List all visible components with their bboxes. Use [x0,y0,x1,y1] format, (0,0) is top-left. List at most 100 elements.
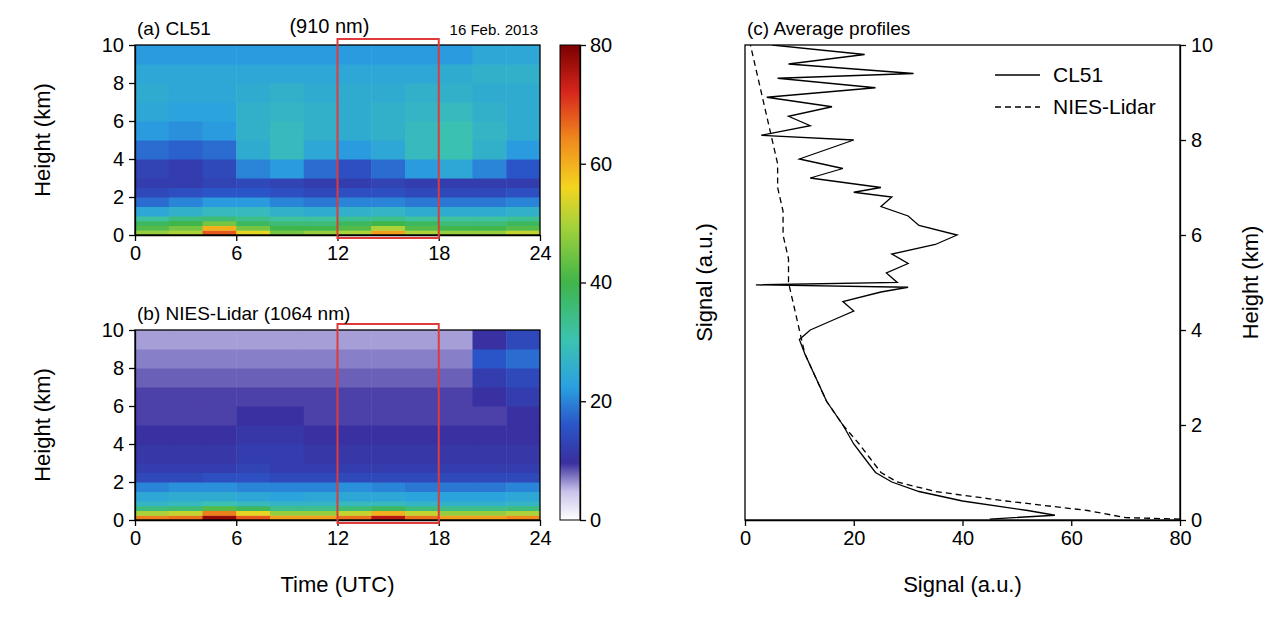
cell [371,64,405,84]
cell [203,387,237,407]
cell [304,64,338,84]
cell [473,188,507,198]
cell [338,368,372,388]
cell [506,387,540,407]
cell [371,473,405,483]
axis-title: Time (UTC) [280,572,394,597]
legend: CL51NIES-Lidar [995,63,1156,118]
cell [506,473,540,483]
tick-label: 2 [113,471,124,493]
cell [304,121,338,141]
cell [405,506,439,511]
cell [236,330,270,350]
cell [304,197,338,207]
cell [203,178,237,188]
cell [236,492,270,502]
cell [304,473,338,483]
cell [304,501,338,506]
cell [169,102,203,122]
cell [270,226,304,231]
cell [236,207,270,217]
tick: 2 [113,471,135,493]
cell [169,473,203,483]
cell [135,226,169,231]
tick-label: 24 [529,242,551,264]
axis: 06121824 [130,235,552,264]
cell [236,64,270,84]
axis-title: Signal (a.u.) [692,223,717,342]
cell [439,349,473,369]
cell [473,368,507,388]
cell [304,188,338,198]
cell [405,45,439,65]
cell [371,511,405,516]
cell [338,64,372,84]
axis: 020406080 [740,520,1192,549]
tick: 12 [327,235,349,264]
axis-line [135,331,136,521]
cell [473,492,507,502]
cell [439,102,473,122]
cell [304,506,338,511]
cell [169,511,203,516]
tick: 6 [1180,224,1202,246]
cell [506,64,540,84]
cell [506,226,540,231]
profile-line [756,45,1055,519]
cell [473,387,507,407]
cell [473,482,507,492]
axis-title: Height (km) [30,83,55,197]
cell [203,226,237,231]
cell [338,444,372,464]
cell [203,368,237,388]
tick-mark [540,520,541,526]
cell [135,159,169,179]
cell [135,221,169,226]
cell [203,64,237,84]
cell [371,102,405,122]
cell [135,178,169,188]
cell [236,102,270,122]
cell [473,506,507,511]
tick: 60 [1061,520,1083,549]
cell [473,230,507,235]
cell [169,226,203,231]
cell [169,121,203,141]
cell [506,463,540,473]
cell [169,368,203,388]
cell [439,159,473,179]
tick-label: 4 [113,148,124,170]
cell [236,226,270,231]
cell [473,463,507,473]
cell [236,506,270,511]
cell [169,492,203,502]
tick-label: 80 [1169,527,1191,549]
cell [405,406,439,426]
cell [473,102,507,122]
cell [371,178,405,188]
cell [236,140,270,160]
tick-label: 6 [113,110,124,132]
panel-title: (a) CL51 [137,18,211,39]
tick-label: 60 [1061,527,1083,549]
cell [236,473,270,483]
tick-mark [580,401,586,402]
cell [203,207,237,217]
tick-label: 6 [113,395,124,417]
tick-label: 8 [113,357,124,379]
cell [338,45,372,65]
cell [169,159,203,179]
tick-mark [580,164,586,165]
cell [473,349,507,369]
tick: 8 [113,357,135,379]
cell [270,64,304,84]
tick-label: 40 [590,271,612,293]
cell [304,349,338,369]
cell [270,159,304,179]
cell [439,121,473,141]
cell [405,140,439,160]
cell [270,506,304,511]
cell [304,368,338,388]
tick: 10 [102,34,135,56]
cell [371,368,405,388]
